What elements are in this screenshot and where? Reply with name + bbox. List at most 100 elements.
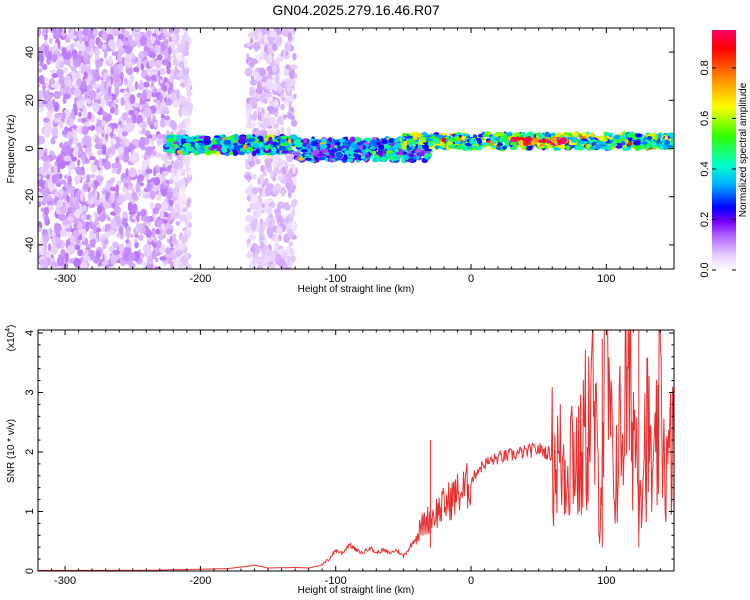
heatmap-cell xyxy=(652,145,657,150)
heatmap-cell xyxy=(455,140,461,144)
heatmap-cell xyxy=(69,187,74,195)
heatmap-cell xyxy=(161,28,168,34)
heatmap-cell xyxy=(79,50,83,57)
spectrogram-xtick-label: 0 xyxy=(468,273,474,285)
heatmap-cell xyxy=(568,142,576,146)
heatmap-cell xyxy=(176,89,180,100)
heatmap-cell xyxy=(77,42,86,51)
heatmap-cell xyxy=(266,227,274,236)
heatmap-cell xyxy=(184,58,188,69)
heatmap-cell xyxy=(77,159,81,167)
heatmap-cell xyxy=(92,102,100,113)
heatmap-cell xyxy=(394,148,399,153)
heatmap-cell xyxy=(190,141,196,147)
heatmap-cell xyxy=(298,157,305,161)
heatmap-cell xyxy=(114,86,120,97)
heatmap-cell xyxy=(642,141,648,145)
heatmap-cell xyxy=(154,44,159,54)
heatmap-cell xyxy=(42,161,50,172)
heatmap-cell xyxy=(171,121,178,131)
heatmap-cell xyxy=(111,168,117,174)
heatmap-cell xyxy=(178,263,183,269)
heatmap-cell xyxy=(272,186,278,195)
heatmap-cell xyxy=(87,111,92,120)
heatmap-cell xyxy=(364,137,373,142)
heatmap-cell xyxy=(151,227,156,238)
heatmap-cell xyxy=(159,118,166,128)
heatmap-cell xyxy=(349,136,356,143)
heatmap-cell xyxy=(183,30,188,41)
heatmap-cell xyxy=(95,232,100,239)
heatmap-cell xyxy=(285,50,289,56)
heatmap-cell xyxy=(80,261,88,269)
heatmap-cell xyxy=(49,69,57,74)
colorbar-ticks: 0.0 0.2 0.4 0.6 0.8 xyxy=(699,60,736,278)
heatmap-cell xyxy=(551,137,557,144)
heatmap-cell xyxy=(272,43,278,51)
heatmap-cell xyxy=(84,250,89,261)
heatmap-cell xyxy=(276,226,283,234)
heatmap-cell xyxy=(89,238,94,249)
heatmap-cell xyxy=(285,94,293,102)
heatmap-cell xyxy=(93,180,100,187)
heatmap-cell xyxy=(38,180,45,187)
heatmap-cell xyxy=(104,133,109,140)
heatmap-cell xyxy=(38,67,43,73)
heatmap-cell xyxy=(246,195,252,202)
heatmap-cell xyxy=(96,88,100,93)
heatmap-cell xyxy=(261,81,267,87)
heatmap-cell xyxy=(228,151,234,156)
heatmap-cell xyxy=(146,30,152,38)
heatmap-cell xyxy=(377,150,384,154)
heatmap-cell xyxy=(233,145,241,151)
heatmap-cell xyxy=(38,62,45,67)
heatmap-cell xyxy=(153,98,160,103)
heatmap-cell xyxy=(100,97,105,109)
heatmap-cell xyxy=(81,205,88,212)
heatmap-cell xyxy=(186,125,190,130)
heatmap-cell xyxy=(253,143,260,149)
heatmap-cell xyxy=(161,107,169,115)
spectrogram-ytick-label: 0 xyxy=(24,145,36,151)
heatmap-cell xyxy=(93,73,101,82)
heatmap-cell xyxy=(155,228,160,235)
heatmap-cell xyxy=(51,174,58,185)
heatmap-cell xyxy=(169,196,178,202)
heatmap-cell xyxy=(156,134,165,139)
heatmap-cell xyxy=(198,142,204,146)
heatmap-cell xyxy=(380,156,388,162)
heatmap-cell xyxy=(247,32,254,38)
heatmap-cell xyxy=(250,122,256,129)
heatmap-cell xyxy=(112,254,121,260)
heatmap-cell xyxy=(281,167,287,175)
heatmap-cell xyxy=(110,177,115,184)
heatmap-cell xyxy=(174,167,178,176)
heatmap-cell xyxy=(526,145,533,151)
heatmap-cell xyxy=(458,134,462,138)
heatmap-cell xyxy=(409,156,415,163)
snr-multiplier: (x104) xyxy=(5,325,17,352)
heatmap-cell xyxy=(267,128,275,136)
heatmap-cell xyxy=(88,38,96,49)
heatmap-cell xyxy=(185,116,191,127)
heatmap-cell xyxy=(164,48,169,59)
heatmap-cell xyxy=(107,266,116,269)
heatmap-cell xyxy=(78,34,83,44)
heatmap-cell xyxy=(116,147,125,154)
spectrogram-ytick-label: -20 xyxy=(24,189,36,205)
heatmap-cell xyxy=(120,71,124,81)
heatmap-cell xyxy=(83,50,88,59)
heatmap-cell xyxy=(318,156,326,161)
snr-axes: -300 -200 -100 0 100 0 1 2 3 4 xyxy=(24,330,675,587)
heatmap-cell xyxy=(71,155,77,162)
heatmap-cell xyxy=(413,136,418,141)
heatmap-cell xyxy=(288,150,292,154)
heatmap-cell xyxy=(64,252,69,263)
heatmap-cell xyxy=(146,255,154,266)
heatmap-cell xyxy=(280,103,285,111)
snr-ylabel: SNR (10 * v/v) xyxy=(6,419,17,483)
heatmap-cell xyxy=(50,246,59,255)
heatmap-cell xyxy=(314,156,318,160)
heatmap-cell xyxy=(248,153,253,162)
heatmap-cell xyxy=(133,66,140,73)
